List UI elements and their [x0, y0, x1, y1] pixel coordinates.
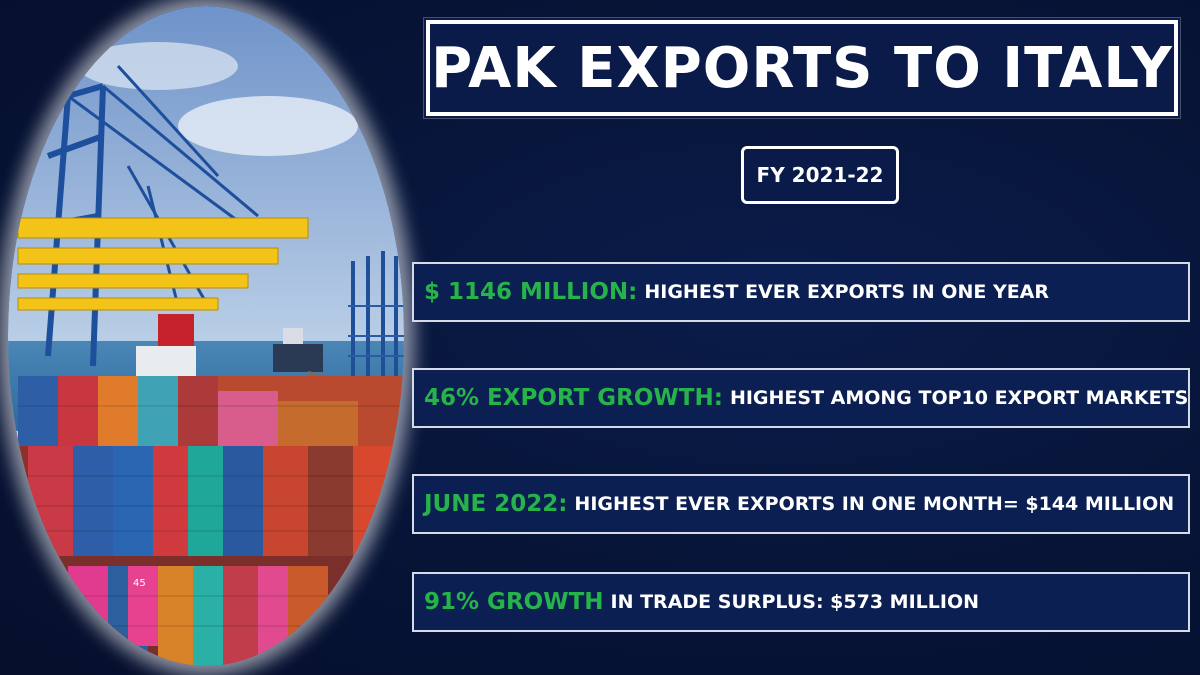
stat-highlight: $ 1146 MILLION: — [424, 279, 638, 305]
container-port-photo: 45 — [8, 6, 404, 666]
stat-trade-surplus: 91% GROWTH IN TRADE SURPLUS: $573 MILLIO… — [412, 572, 1190, 632]
stat-description: HIGHEST EVER EXPORTS IN ONE YEAR — [644, 281, 1050, 303]
stat-description: HIGHEST AMONG TOP10 EXPORT MARKETS — [729, 387, 1189, 409]
stat-description: IN TRADE SURPLUS: $573 MILLION — [610, 591, 979, 613]
stat-highlight: 91% GROWTH — [424, 589, 604, 615]
stat-export-growth: 46% EXPORT GROWTH: HIGHEST AMONG TOP10 E… — [412, 368, 1190, 428]
stat-monthly-exports: JUNE 2022: HIGHEST EVER EXPORTS IN ONE M… — [412, 474, 1190, 534]
fiscal-year-label: FY 2021-22 — [756, 163, 884, 187]
fiscal-year-badge: FY 2021-22 — [741, 146, 899, 204]
title-box: PAK EXPORTS TO ITALY — [426, 20, 1178, 116]
stat-highlight: 46% EXPORT GROWTH: — [424, 385, 723, 411]
page-title: PAK EXPORTS TO ITALY — [431, 35, 1173, 101]
stat-annual-exports: $ 1146 MILLION: HIGHEST EVER EXPORTS IN … — [412, 262, 1190, 322]
stat-description: HIGHEST EVER EXPORTS IN ONE MONTH= $144 … — [574, 493, 1175, 515]
container-number: 45 — [133, 578, 146, 589]
stat-highlight: JUNE 2022: — [424, 491, 568, 517]
